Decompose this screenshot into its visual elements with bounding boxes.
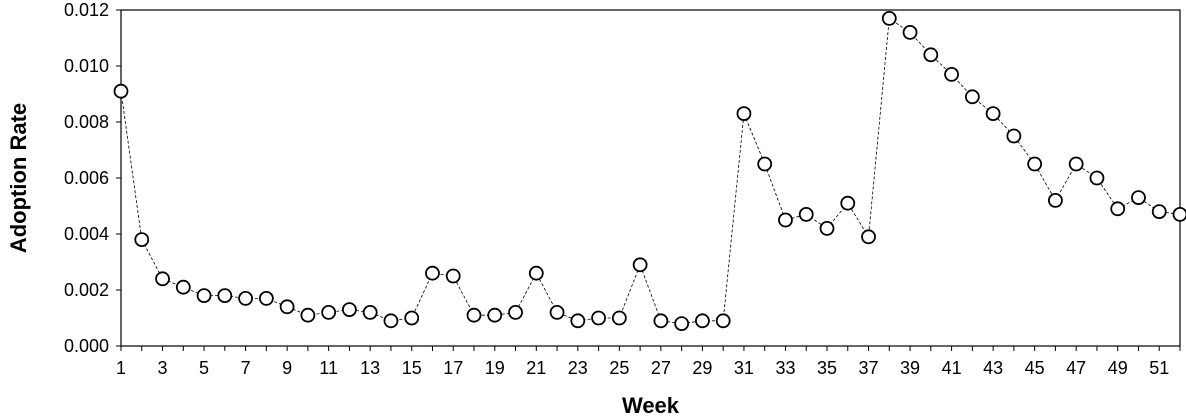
data-point [819,220,835,236]
data-point [528,265,544,281]
data-point [715,313,731,329]
y-tick-label: 0.000 [64,336,109,356]
y-tick-label: 0.006 [64,168,109,188]
x-tick-label: 13 [360,358,380,378]
data-point [342,302,357,318]
data-point [632,257,648,273]
data-point [445,268,461,284]
x-tick-label: 33 [775,358,795,378]
data-point [1068,156,1084,172]
data-point [155,271,170,287]
data-point [985,106,1001,121]
data-point [196,288,212,304]
plot-frame [120,9,1181,347]
data-point [840,195,856,211]
data-point [757,156,773,172]
data-points [113,10,1186,332]
x-tick-label: 37 [859,358,879,378]
data-point [175,279,191,295]
data-point [1172,207,1186,222]
data-point [861,229,876,245]
y-axis-title: Adoption Rate [6,103,31,253]
data-point [778,212,793,228]
data-point [1006,128,1022,144]
data-point [1027,156,1043,172]
x-tick-label: 51 [1149,358,1169,378]
y-tick-label: 0.012 [64,0,109,20]
x-tick-label: 3 [158,358,168,378]
axes [116,9,1181,351]
data-point [238,290,253,306]
y-tick-label: 0.008 [64,112,109,132]
data-point [881,10,897,26]
x-tick-label: 31 [734,358,754,378]
data-point [425,265,440,281]
data-point [1089,170,1105,186]
data-point [362,304,378,320]
data-point [653,313,669,329]
x-axis-title: Week [622,393,680,418]
data-point [217,288,233,304]
y-tick-label: 0.002 [64,280,109,300]
data-point [902,25,918,40]
x-tick-label: 1 [116,358,126,378]
data-point [1110,201,1126,217]
x-tick-label: 35 [817,358,837,378]
data-point [383,313,399,329]
data-point [279,299,295,315]
data-point [113,83,129,99]
x-tick-label: 21 [526,358,546,378]
data-point [964,89,980,105]
data-point [1151,204,1167,220]
x-tick-label: 11 [319,358,338,378]
data-point [258,290,274,306]
data-point [736,106,752,121]
x-tick-label: 15 [402,358,422,378]
data-point [508,304,523,320]
x-tick-label: 49 [1108,358,1128,378]
y-tick-label: 0.010 [64,56,109,76]
data-point [695,313,710,329]
x-tick-label: 19 [485,358,505,378]
x-tick-label: 27 [651,358,671,378]
data-point [404,310,420,326]
data-point [591,310,606,326]
data-point [134,232,150,248]
data-point [944,67,959,82]
x-tick-label: 47 [1066,358,1086,378]
data-point [611,310,627,326]
x-tick-label: 17 [443,358,463,378]
data-point [466,307,482,323]
data-point [300,307,316,323]
y-tick-label: 0.004 [64,224,109,244]
x-tick-label: 29 [692,358,712,378]
data-point [674,316,690,332]
series-line [120,17,1181,325]
data-point [923,47,939,63]
data-point [798,206,814,222]
x-tick-label: 9 [282,358,292,378]
data-point [570,313,586,329]
x-tick-label: 7 [241,358,251,378]
x-tick-label: 39 [900,358,920,378]
x-tick-label: 25 [609,358,629,378]
data-point [321,304,337,320]
data-point [1048,192,1063,208]
data-point [549,304,565,320]
x-tick-label: 45 [1025,358,1045,378]
data-point [487,307,503,323]
x-tick-label: 5 [199,358,209,378]
x-tick-label: 23 [568,358,588,378]
x-tick-label: 41 [942,358,962,378]
data-point [1131,190,1146,206]
x-tick-label: 43 [983,358,1003,378]
